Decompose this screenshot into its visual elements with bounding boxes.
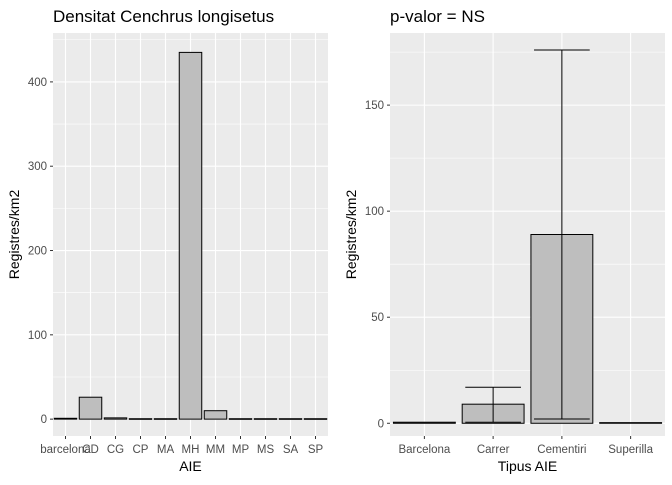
bar (303, 418, 328, 420)
y-tick-label: 100 (365, 206, 384, 218)
y-axis-label: Registres/km2 (6, 190, 22, 280)
x-tick-label: Barcelona (398, 444, 450, 456)
bar (228, 418, 253, 420)
bar (203, 410, 228, 420)
x-tick-label: MP (232, 444, 250, 456)
x-tick-label: Carrer (477, 444, 510, 456)
bar (599, 422, 663, 424)
x-tick-label: MH (182, 444, 200, 456)
x-tick-label: SP (308, 444, 324, 456)
x-axis-label: Tipus AIE (498, 458, 557, 474)
bar (78, 396, 103, 420)
y-tick-label: 0 (41, 414, 47, 426)
bars (53, 51, 328, 420)
chart-density-by-aie: Densitat Cenchrus longisetus 0 100 200 300 4… (6, 7, 328, 474)
chart-title: p-valor = NS (390, 7, 485, 26)
x-tick-label: CP (133, 444, 149, 456)
plot-panel (390, 33, 665, 436)
x-tick-label: MM (206, 444, 225, 456)
x-tick-label: MS (257, 444, 275, 456)
x-tick-label: barcelona (40, 444, 91, 456)
bar (103, 417, 128, 420)
x-tick-label: CD (82, 444, 99, 456)
x-tick-label: Cementiri (537, 444, 586, 456)
x-axis-label: AIE (179, 458, 202, 474)
bar (128, 418, 153, 420)
bar (392, 421, 456, 424)
y-tick-label: 200 (28, 246, 47, 258)
bar (278, 418, 303, 420)
bar (253, 418, 278, 420)
y-tick-label: 400 (28, 77, 47, 89)
y-tick-label: 300 (28, 161, 47, 173)
x-tick-label: Superilla (608, 444, 653, 456)
x-tick-label: CG (107, 444, 124, 456)
bar (153, 418, 178, 420)
y-tick-label: 100 (28, 330, 47, 342)
y-tick-label: 50 (371, 312, 384, 324)
chart-density-by-aie-type: p-valor = NS 0 50 100 150 Barcelona Carrer Ce… (343, 7, 665, 474)
y-axis-ticks: 0 100 200 300 400 (28, 77, 53, 426)
bar (178, 51, 203, 420)
y-axis-ticks: 0 50 100 150 (365, 100, 390, 430)
x-tick-label: SA (283, 444, 299, 456)
error-bars (465, 49, 590, 423)
chart-title: Densitat Cenchrus longisetus (53, 7, 274, 26)
x-axis-ticks: Barcelona Carrer Cementiri Superilla (398, 436, 654, 456)
bar (53, 417, 78, 420)
y-tick-label: 150 (365, 100, 384, 112)
y-tick-label: 0 (378, 418, 384, 430)
y-axis-label: Registres/km2 (343, 190, 359, 280)
x-tick-label: MA (157, 444, 175, 456)
